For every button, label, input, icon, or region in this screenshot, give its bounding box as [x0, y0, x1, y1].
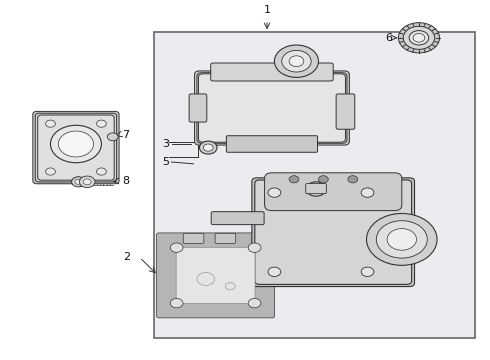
- Circle shape: [72, 177, 85, 187]
- Circle shape: [171, 298, 183, 308]
- FancyBboxPatch shape: [252, 178, 415, 287]
- Circle shape: [268, 267, 281, 276]
- FancyBboxPatch shape: [211, 63, 333, 81]
- Circle shape: [289, 56, 304, 67]
- FancyBboxPatch shape: [265, 173, 402, 211]
- Circle shape: [361, 267, 374, 276]
- Circle shape: [318, 176, 328, 183]
- Text: 3: 3: [162, 139, 169, 149]
- Circle shape: [289, 176, 299, 183]
- Circle shape: [58, 131, 94, 157]
- Circle shape: [409, 31, 429, 45]
- FancyBboxPatch shape: [306, 184, 326, 194]
- FancyBboxPatch shape: [35, 113, 117, 182]
- Text: 7: 7: [122, 130, 130, 140]
- Circle shape: [306, 182, 326, 196]
- FancyBboxPatch shape: [33, 112, 119, 184]
- Circle shape: [203, 144, 213, 151]
- FancyBboxPatch shape: [336, 94, 355, 129]
- FancyBboxPatch shape: [160, 235, 271, 316]
- Circle shape: [107, 133, 118, 141]
- Circle shape: [282, 50, 311, 72]
- FancyBboxPatch shape: [197, 73, 347, 143]
- FancyBboxPatch shape: [195, 71, 349, 145]
- Circle shape: [413, 33, 425, 42]
- Circle shape: [75, 179, 82, 184]
- Circle shape: [171, 243, 183, 252]
- Circle shape: [199, 141, 217, 154]
- Circle shape: [46, 168, 55, 175]
- FancyBboxPatch shape: [183, 233, 204, 243]
- Circle shape: [248, 243, 261, 252]
- Bar: [154, 32, 475, 338]
- FancyBboxPatch shape: [163, 237, 269, 314]
- FancyBboxPatch shape: [157, 233, 274, 318]
- Circle shape: [46, 120, 55, 127]
- FancyBboxPatch shape: [38, 115, 114, 180]
- Circle shape: [403, 26, 435, 49]
- Circle shape: [367, 213, 437, 265]
- Circle shape: [348, 176, 358, 183]
- Circle shape: [274, 45, 318, 77]
- Circle shape: [50, 125, 101, 163]
- Circle shape: [248, 298, 261, 308]
- Text: 2: 2: [122, 252, 130, 262]
- FancyBboxPatch shape: [211, 212, 264, 225]
- Text: 1: 1: [264, 5, 270, 15]
- Circle shape: [97, 168, 106, 175]
- FancyBboxPatch shape: [176, 247, 255, 303]
- Circle shape: [387, 229, 416, 250]
- Circle shape: [376, 221, 427, 258]
- Circle shape: [83, 179, 91, 185]
- Text: 4: 4: [296, 184, 303, 194]
- Circle shape: [398, 23, 440, 53]
- FancyBboxPatch shape: [189, 94, 207, 122]
- Text: 8: 8: [122, 176, 130, 186]
- FancyBboxPatch shape: [198, 74, 345, 142]
- FancyBboxPatch shape: [255, 180, 412, 284]
- Text: 5: 5: [162, 157, 169, 167]
- FancyBboxPatch shape: [166, 239, 266, 311]
- Circle shape: [268, 188, 281, 197]
- Circle shape: [311, 185, 321, 193]
- FancyBboxPatch shape: [226, 136, 318, 152]
- Circle shape: [361, 188, 374, 197]
- Text: 6: 6: [385, 33, 392, 43]
- FancyBboxPatch shape: [215, 233, 236, 243]
- Circle shape: [79, 176, 95, 188]
- Circle shape: [97, 120, 106, 127]
